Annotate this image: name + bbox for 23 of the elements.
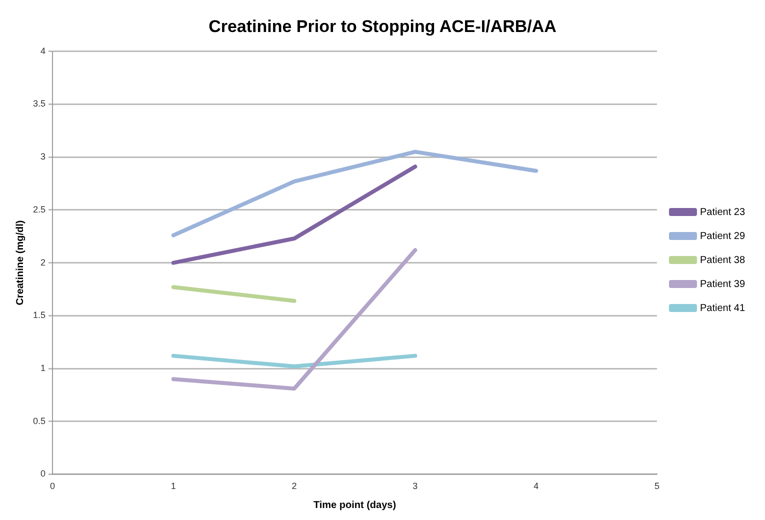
x-tick-label: 1 [170, 481, 176, 492]
x-tick-label: 2 [292, 481, 297, 492]
y-tick-label: 2 [40, 257, 46, 268]
chart-title: Creatinine Prior to Stopping ACE-I/ARB/AA [208, 16, 556, 36]
legend-label: Patient 23 [700, 206, 746, 218]
x-tick-label: 3 [412, 481, 418, 492]
y-tick-label: 0 [40, 468, 46, 479]
y-tick-label: 3 [40, 152, 46, 162]
y-tick-label: 0.5 [32, 416, 46, 426]
y-tick-label: 4 [40, 46, 46, 56]
x-tick-label: 0 [50, 481, 56, 492]
legend-label: Patient 39 [700, 278, 746, 290]
y-tick-label: 1.5 [32, 310, 46, 320]
y-tick-label: 1 [40, 362, 46, 373]
y-axis-title: Creatinine (mg/dl) [14, 220, 26, 306]
y-tick-label: 3.5 [32, 98, 46, 109]
legend-label: Patient 41 [700, 302, 746, 314]
x-tick-label: 4 [534, 481, 539, 492]
legend-label: Patient 29 [700, 230, 746, 242]
x-tick-label: 5 [654, 481, 660, 492]
x-axis-title: Time point (days) [313, 500, 396, 511]
legend-label: Patient 38 [700, 254, 746, 266]
y-tick-label: 2.5 [32, 204, 46, 214]
